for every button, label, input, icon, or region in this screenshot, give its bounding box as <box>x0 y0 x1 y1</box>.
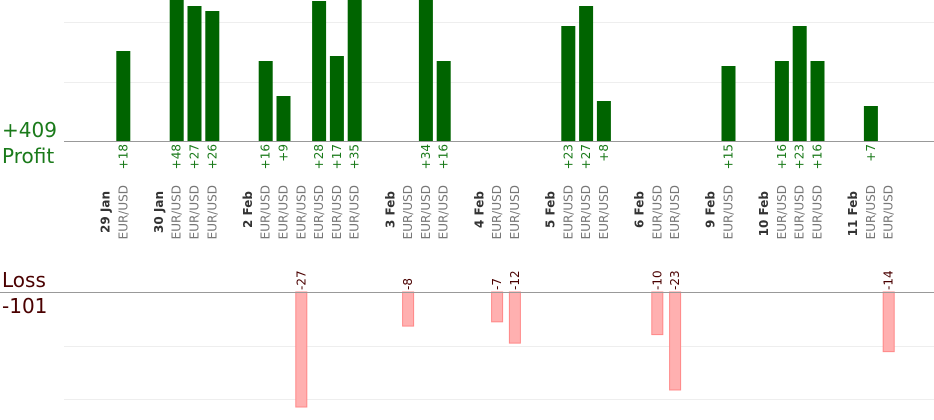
pair-label: EUR/USD <box>259 185 273 239</box>
profit-bar <box>774 61 789 141</box>
profit-bar <box>436 61 451 141</box>
pair-label: EUR/USD <box>775 185 789 239</box>
profit-bar <box>187 6 202 141</box>
pair-label: EUR/USD <box>793 185 807 239</box>
profit-bar <box>347 0 362 141</box>
profit-value-label: +16 <box>259 144 273 169</box>
profit-value-label: +27 <box>579 144 593 169</box>
loss-total: -101 <box>2 294 47 318</box>
loss-bar <box>491 291 504 323</box>
pair-label: EUR/USD <box>437 185 451 239</box>
date-label: 6 Feb <box>633 191 647 228</box>
pair-label: EUR/USD <box>490 185 504 239</box>
profit-bar <box>863 106 878 141</box>
loss-label: Loss <box>2 268 46 292</box>
pair-label: EUR/USD <box>277 185 291 239</box>
pair-label: EUR/USD <box>579 185 593 239</box>
profit-value-label: +35 <box>348 144 362 169</box>
loss-value-label: -12 <box>508 270 522 290</box>
profit-value-label: +8 <box>597 144 611 162</box>
date-label: 30 Jan <box>152 191 166 233</box>
profit-value-label: +23 <box>561 144 575 169</box>
pair-label: EUR/USD <box>205 185 219 239</box>
loss-value-label: -10 <box>650 270 664 290</box>
date-label: 2 Feb <box>241 191 255 228</box>
date-label: 11 Feb <box>846 191 860 237</box>
pair-label: EUR/USD <box>561 185 575 239</box>
profit-value-label: +26 <box>205 144 219 169</box>
profit-value-label: +28 <box>312 144 326 169</box>
profit-bar <box>329 56 344 141</box>
profit-bar <box>596 101 611 141</box>
pair-label: EUR/USD <box>650 185 664 239</box>
loss-bar <box>882 291 895 353</box>
pair-label: EUR/USD <box>668 185 682 239</box>
pair-label: EUR/USD <box>330 185 344 239</box>
profit-bar <box>312 1 327 141</box>
profit-value-label: +7 <box>864 144 878 162</box>
profit-value-label: +18 <box>116 144 130 169</box>
profit-value-label: +16 <box>775 144 789 169</box>
profit-value-label: +9 <box>277 144 291 162</box>
pair-label: EUR/USD <box>170 185 184 239</box>
loss-bar <box>508 291 521 344</box>
profit-bar <box>561 26 576 141</box>
loss-bar <box>295 291 308 408</box>
loss-value-label: -27 <box>294 270 308 290</box>
profit-bar <box>169 0 184 141</box>
profit-value-label: +48 <box>170 144 184 169</box>
pair-label: EUR/USD <box>419 185 433 239</box>
profit-bar <box>579 6 594 141</box>
profit-bar <box>205 11 220 141</box>
loss-bar <box>402 291 415 327</box>
profit-bar <box>721 66 736 141</box>
profit-value-label: +16 <box>437 144 451 169</box>
profit-bar <box>116 51 131 141</box>
date-label: 9 Feb <box>704 191 718 228</box>
pair-label: EUR/USD <box>722 185 736 239</box>
pair-label: EUR/USD <box>116 185 130 239</box>
date-label: 5 Feb <box>544 191 558 228</box>
loss-bar <box>669 291 682 391</box>
profit-bar <box>258 61 273 141</box>
profit-bar <box>418 0 433 141</box>
date-label: 29 Jan <box>99 191 113 233</box>
profit-value-label: +16 <box>811 144 825 169</box>
profit-value-label: +23 <box>793 144 807 169</box>
profit-value-label: +15 <box>722 144 736 169</box>
pair-label: EUR/USD <box>508 185 522 239</box>
date-label: 4 Feb <box>472 191 486 228</box>
date-label: 3 Feb <box>383 191 397 228</box>
profit-value-label: +27 <box>188 144 202 169</box>
profit-bar <box>810 61 825 141</box>
profit-value-label: +34 <box>419 144 433 169</box>
pair-label: EUR/USD <box>312 185 326 239</box>
pair-label: EUR/USD <box>348 185 362 239</box>
profit-value-label: +17 <box>330 144 344 169</box>
profit-bar <box>792 26 807 141</box>
pair-label: EUR/USD <box>864 185 878 239</box>
pair-label: EUR/USD <box>882 185 896 239</box>
pair-label: EUR/USD <box>401 185 415 239</box>
profit-bar <box>276 96 291 141</box>
profit-total: +409 <box>2 118 57 142</box>
date-label: 10 Feb <box>757 191 771 237</box>
loss-value-label: -14 <box>882 270 896 290</box>
pair-label: EUR/USD <box>597 185 611 239</box>
loss-value-label: -23 <box>668 270 682 290</box>
bars-layer <box>116 0 895 408</box>
pair-label: EUR/USD <box>294 185 308 239</box>
pair-label: EUR/USD <box>811 185 825 239</box>
pair-label: EUR/USD <box>188 185 202 239</box>
loss-value-label: -7 <box>490 278 504 290</box>
loss-bar <box>651 291 664 336</box>
profit-label: Profit <box>2 144 54 168</box>
loss-value-label: -8 <box>401 278 415 290</box>
